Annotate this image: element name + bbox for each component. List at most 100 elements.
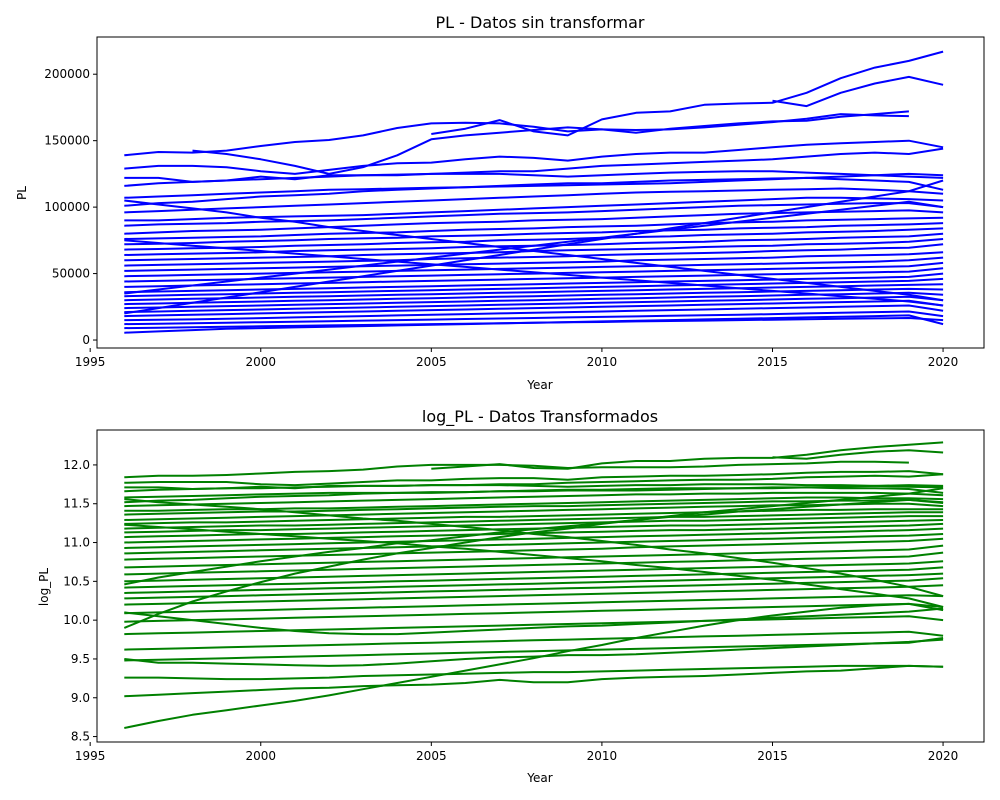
top-x-tick-label: 2005 [416,355,447,369]
bottom-series-line-34 [124,664,944,698]
top-series-line-23 [124,267,944,288]
bottom-x-ticks: 1995 2000 2005 2010 2015 2020 [75,742,958,763]
bottom-series-line-35 [124,602,944,729]
top-series-line-28 [124,291,944,310]
top-series-line-22 [124,261,944,283]
top-plot-frame [96,36,985,349]
top-series-line-38 [124,200,944,295]
top-series-line-26 [124,283,944,302]
top-series-line-20 [124,251,944,272]
top-series-line-32 [124,310,944,326]
bottom-series-line-38 [124,523,944,608]
top-y-tick-label: 100000 [44,200,90,214]
bottom-series-line-15 [124,515,944,534]
bottom-series-line-36 [124,498,944,598]
top-series-line-5 [124,139,944,175]
bottom-series-line-26 [124,577,944,600]
top-x-tick-label: 2020 [928,355,959,369]
bottom-y-tick-label: 10.0 [63,613,90,627]
bottom-x-tick-label: 2000 [245,749,276,763]
bottom-series-line-18 [124,527,944,549]
top-series-group [124,50,944,334]
top-x-tick-label: 2000 [245,355,276,369]
bottom-series-line-25 [124,572,944,594]
top-series-line-13 [124,209,944,235]
bottom-y-tick-label: 10.5 [63,574,90,588]
bottom-x-tick-label: 2020 [928,749,959,763]
top-series-line-11 [124,196,944,222]
bottom-x-tick-label: 2015 [757,749,788,763]
bottom-series-line-40 [124,638,944,667]
bottom-y-tick-label: 9.5 [71,652,90,666]
top-series-line-16 [124,227,944,251]
top-series-line-7 [124,170,944,187]
bottom-x-axis-label: Year [526,771,552,785]
top-series-line-3 [431,50,944,137]
top-y-tick-label: 50000 [52,267,90,281]
top-series-line-6 [124,147,944,183]
top-y-axis-label: PL [15,186,29,200]
top-series-line-4 [192,110,909,175]
top-series-line-15 [124,222,944,246]
top-subplot: PL - Datos sin transformar 1995 2000 2005 2… [15,13,985,392]
bottom-series-line-3 [772,449,944,460]
top-series-line-36 [124,179,944,315]
bottom-series-line-1 [124,460,909,479]
bottom-y-tick-label: 8.5 [71,730,90,744]
bottom-series-line-33 [124,664,944,681]
bottom-series-line-37 [123,487,944,629]
bottom-subplot: log_PL - Datos Transformados 1995 2000 200… [37,407,985,785]
top-y-ticks: 0 50000 100000 150000 200000 [44,67,97,347]
top-y-tick-label: 150000 [44,134,90,148]
top-series-line-37 [124,239,944,307]
bottom-series-line-9 [124,491,944,508]
bottom-series-line-21 [124,544,944,569]
top-x-tick-label: 2015 [757,355,788,369]
bottom-series-line-22 [124,551,944,576]
bottom-series-line-29 [124,602,944,623]
bottom-series-line-27 [124,584,944,606]
bottom-series-line-30 [124,615,944,636]
top-series-line-19 [124,243,944,267]
bottom-y-tick-label: 11.5 [63,497,90,511]
bottom-chart-title: log_PL - Datos Transformados [422,407,658,427]
top-series-line-10 [124,187,944,214]
bottom-plot-frame [96,429,985,743]
bottom-series-line-12 [124,502,944,521]
top-series-line-34 [124,314,944,334]
bottom-series-line-32 [124,637,944,662]
bottom-y-tick-label: 11.0 [63,536,90,550]
top-series-line-31 [124,304,944,322]
bottom-series-line-13 [124,508,944,525]
top-series-line-27 [124,287,944,306]
bottom-y-ticks: 8.5 9.0 9.5 10.0 10.5 11.0 11.5 12.0 [63,458,97,744]
top-y-tick-label: 0 [82,333,90,347]
top-series-line-30 [124,299,944,318]
bottom-series-line-39 [124,498,944,586]
top-series-line-29 [124,295,944,314]
bottom-series-line-14 [124,511,944,530]
bottom-y-tick-label: 9.0 [71,691,90,705]
bottom-x-tick-label: 2010 [587,749,618,763]
top-x-ticks: 1995 2000 2005 2010 2015 2020 [75,348,958,369]
bottom-y-axis-label: log_PL [37,568,51,607]
top-series-line-2 [772,75,944,108]
top-series-line-12 [124,202,944,227]
top-x-tick-label: 2010 [587,355,618,369]
bottom-series-line-24 [124,566,944,589]
bottom-series-line-31 [124,630,944,651]
bottom-series-line-28 [124,594,944,615]
bottom-series-line-23 [124,560,944,583]
bottom-series-line-8 [124,486,944,504]
bottom-series-line-2 [431,441,944,470]
top-series-line-24 [124,272,944,294]
bottom-series-line-11 [124,498,944,516]
bottom-series-line-4 [124,470,944,487]
bottom-series-line-5 [124,473,944,490]
top-x-axis-label: Year [526,378,552,392]
top-chart-title: PL - Datos sin transformar [436,13,645,32]
top-series-line-9 [124,176,944,207]
top-series-line-21 [124,256,944,278]
top-y-tick-label: 200000 [44,67,90,81]
bottom-x-tick-label: 2005 [416,749,447,763]
